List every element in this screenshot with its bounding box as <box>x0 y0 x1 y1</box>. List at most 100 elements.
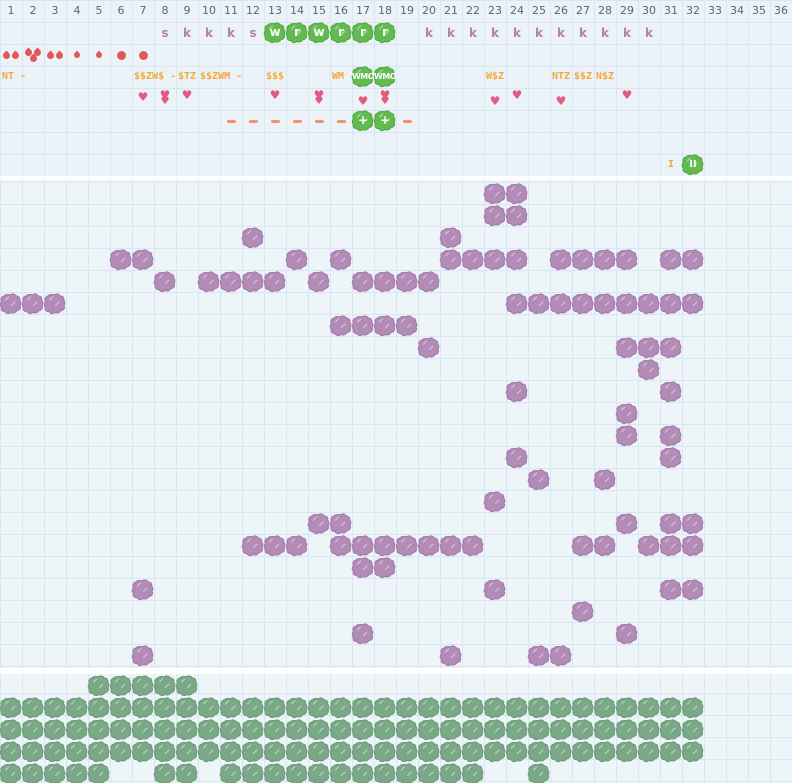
top-chart-panel[interactable]: 1 2 3 4 5 6 7 8 9 10 11 12 13 14 15 16 17 18 19 20 21 22 23 24 2… <box>0 0 792 176</box>
green-blob-cell[interactable] <box>131 696 155 720</box>
heart-icon[interactable]: ♥ ♥ <box>308 89 330 107</box>
purple-blob-cell[interactable] <box>505 182 529 206</box>
heart-icon[interactable]: ♥ <box>489 94 501 108</box>
purple-blob-cell[interactable] <box>395 314 419 338</box>
green-blob-cell[interactable] <box>197 696 221 720</box>
green-blob-cell[interactable] <box>483 696 507 720</box>
green-blob-cell[interactable] <box>263 762 287 783</box>
green-blob-cell[interactable] <box>681 696 705 720</box>
purple-blob-cell[interactable] <box>681 534 705 558</box>
purple-blob-cell[interactable] <box>659 248 683 272</box>
green-blob-cell[interactable] <box>43 718 67 742</box>
purple-blob-cell[interactable] <box>659 380 683 404</box>
stitch-letter[interactable]: k <box>469 26 477 40</box>
heart-icon[interactable]: ♥ <box>555 94 567 108</box>
green-blob-cell[interactable] <box>637 718 661 742</box>
green-blob-cell[interactable] <box>219 696 243 720</box>
green-blob-cell[interactable] <box>175 696 199 720</box>
drops-icon[interactable] <box>0 44 22 66</box>
green-blob-cell[interactable] <box>439 762 463 783</box>
green-blob-cell[interactable] <box>65 696 89 720</box>
green-blob-cell[interactable] <box>395 740 419 764</box>
green-blob-cell[interactable] <box>197 740 221 764</box>
green-blob-cell[interactable] <box>109 674 133 698</box>
green-blob-cell[interactable] <box>527 696 551 720</box>
stitch-letter[interactable]: k <box>227 26 235 40</box>
green-blob-cell[interactable] <box>351 740 375 764</box>
green-blob-cell[interactable] <box>285 718 309 742</box>
drops-icon[interactable] <box>66 44 88 66</box>
drops-icon[interactable] <box>132 44 154 66</box>
purple-blob-cell[interactable] <box>637 358 661 382</box>
green-blob-cell[interactable] <box>549 718 573 742</box>
stitch-letter[interactable]: k <box>623 26 631 40</box>
green-blob-cell[interactable] <box>175 674 199 698</box>
green-blob-cell[interactable] <box>461 696 485 720</box>
green-blob-cell[interactable] <box>307 718 331 742</box>
green-blob-cell[interactable] <box>307 740 331 764</box>
dash-icon[interactable] <box>264 110 286 132</box>
purple-blob-cell[interactable] <box>593 468 617 492</box>
green-letter-blob[interactable]: r <box>329 21 353 45</box>
purple-blob-cell[interactable] <box>681 512 705 536</box>
purple-blob-cell[interactable] <box>637 336 661 360</box>
green-letter-blob[interactable]: r <box>285 21 309 45</box>
plus-blob[interactable]: + <box>373 109 397 133</box>
stitch-letter[interactable]: k <box>425 26 433 40</box>
purple-blob-cell[interactable] <box>373 270 397 294</box>
purple-blob-cell[interactable] <box>527 644 551 668</box>
purple-blob-cell[interactable] <box>395 534 419 558</box>
stitch-letter[interactable]: k <box>601 26 609 40</box>
stitch-letter[interactable]: k <box>491 26 499 40</box>
green-blob-cell[interactable] <box>241 740 265 764</box>
purple-blob-cell[interactable] <box>615 248 639 272</box>
purple-blob-cell[interactable] <box>615 512 639 536</box>
purple-blob-cell[interactable] <box>351 314 375 338</box>
purple-blob-cell[interactable] <box>659 424 683 448</box>
green-blob-cell[interactable] <box>593 718 617 742</box>
purple-blob-cell[interactable] <box>109 248 133 272</box>
green-blob-cell[interactable] <box>593 740 617 764</box>
green-blob-cell[interactable] <box>307 696 331 720</box>
purple-blob-cell[interactable] <box>527 468 551 492</box>
green-blob-cell[interactable] <box>571 696 595 720</box>
purple-blob-cell[interactable] <box>549 292 573 316</box>
purple-blob-cell[interactable] <box>351 270 375 294</box>
green-blob-cell[interactable] <box>351 762 375 783</box>
purple-blob-cell[interactable] <box>131 578 155 602</box>
purple-blob-cell[interactable] <box>329 248 353 272</box>
green-blob-cell[interactable] <box>615 718 639 742</box>
purple-blob-cell[interactable] <box>615 424 639 448</box>
purple-blob-cell[interactable] <box>351 622 375 646</box>
green-blob-cell[interactable] <box>21 762 45 783</box>
purple-blob-cell[interactable] <box>351 534 375 558</box>
purple-blob-cell[interactable] <box>637 292 661 316</box>
purple-blob-cell[interactable] <box>439 248 463 272</box>
heart-icon[interactable]: ♥ <box>621 88 633 102</box>
green-blob-cell[interactable] <box>263 696 287 720</box>
green-blob-cell[interactable] <box>439 740 463 764</box>
dash-icon[interactable] <box>220 110 242 132</box>
purple-blob-cell[interactable] <box>131 644 155 668</box>
green-blob-cell[interactable] <box>153 718 177 742</box>
green-blob-cell[interactable] <box>219 762 243 783</box>
green-blob-cell[interactable] <box>109 740 133 764</box>
purple-blob-cell[interactable] <box>505 380 529 404</box>
purple-blob-cell[interactable] <box>681 292 705 316</box>
green-blob-cell[interactable] <box>0 740 23 764</box>
drops-icon[interactable] <box>22 44 44 66</box>
purple-blob-cell[interactable] <box>439 644 463 668</box>
green-letter-blob[interactable]: w <box>307 21 331 45</box>
green-blob-cell[interactable] <box>483 718 507 742</box>
green-blob-cell[interactable] <box>417 718 441 742</box>
green-blob-cell[interactable] <box>505 696 529 720</box>
green-blob-cell[interactable] <box>417 696 441 720</box>
purple-blob-cell[interactable] <box>549 644 573 668</box>
purple-blob-cell[interactable] <box>571 600 595 624</box>
stitch-letter[interactable]: k <box>513 26 521 40</box>
green-blob-cell[interactable] <box>417 762 441 783</box>
purple-blob-cell[interactable] <box>263 270 287 294</box>
green-blob-cell[interactable] <box>21 696 45 720</box>
green-blob-cell[interactable] <box>659 718 683 742</box>
green-blob-cell[interactable] <box>219 718 243 742</box>
